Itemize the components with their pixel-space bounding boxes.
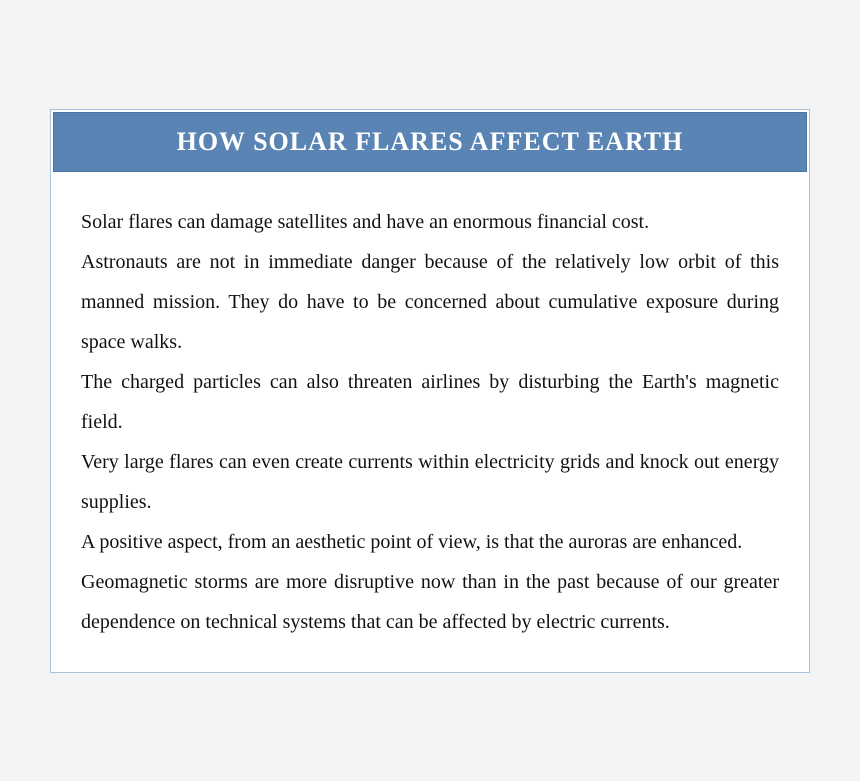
paragraph: Astronauts are not in immediate danger b… bbox=[81, 242, 779, 362]
paragraph: Geomagnetic storms are more disruptive n… bbox=[81, 562, 779, 642]
paragraph: Solar flares can damage satellites and h… bbox=[81, 202, 779, 242]
document-body: Solar flares can damage satellites and h… bbox=[51, 174, 809, 672]
document-title: HOW SOLAR FLARES AFFECT EARTH bbox=[53, 112, 807, 172]
paragraph: A positive aspect, from an aesthetic poi… bbox=[81, 522, 779, 562]
paragraph: Very large flares can even create curren… bbox=[81, 442, 779, 522]
paragraph: The charged particles can also threaten … bbox=[81, 362, 779, 442]
document-card: HOW SOLAR FLARES AFFECT EARTH Solar flar… bbox=[50, 109, 810, 673]
